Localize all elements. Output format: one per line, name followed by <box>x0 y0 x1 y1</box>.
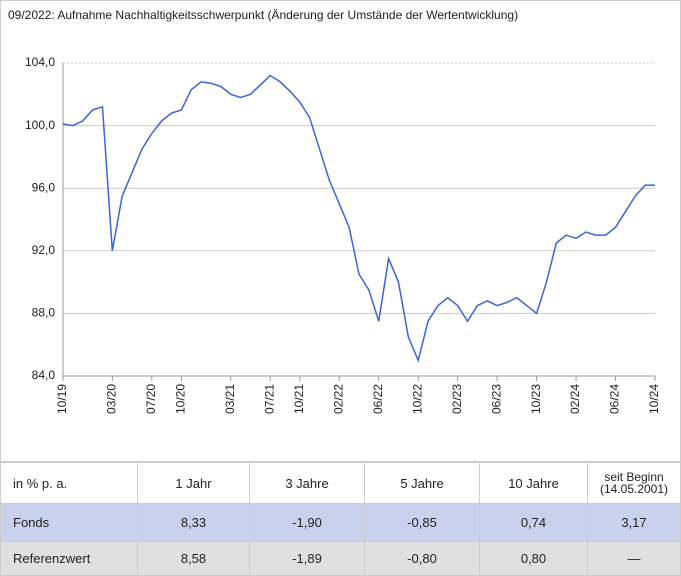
row: Fonds 8,33 -1,90 -0,85 0,74 3,17 <box>0 503 681 542</box>
cell: -0,85 <box>364 503 480 542</box>
x-tick-label: 06/23 <box>489 384 503 414</box>
chart: 09/2022: Aufnahme Nachhaltigkeitsschwerp… <box>0 0 681 462</box>
header-row: in % p. a. 1 Jahr 3 Jahre 5 Jahre 10 Jah… <box>0 462 681 504</box>
header-cell: seit Beginn (14.05.2001) <box>587 462 681 504</box>
x-tick-label: 02/23 <box>450 384 464 414</box>
header-cell: in % p. a. <box>0 462 138 504</box>
x-tick-label: 02/24 <box>568 384 582 414</box>
x-tick-label: 10/19 <box>55 384 69 414</box>
row: Referenzwert 8,58 -1,89 -0,80 0,80 — <box>0 541 681 576</box>
performance-table: in % p. a. 1 Jahr 3 Jahre 5 Jahre 10 Jah… <box>0 462 681 576</box>
header-cell: 3 Jahre <box>249 462 365 504</box>
x-tick-label: 10/23 <box>529 384 543 414</box>
x-tick-label: 07/20 <box>144 384 158 414</box>
cell: 0,74 <box>479 503 588 542</box>
line <box>62 74 655 363</box>
cell: -0,80 <box>364 541 480 576</box>
cell: Referenzwert <box>0 541 138 576</box>
x-tick-label: 03/20 <box>105 384 119 414</box>
cell: 0,80 <box>479 541 588 576</box>
x-tick-label: 10/21 <box>292 384 306 414</box>
x-tick-label: 10/24 <box>647 384 661 414</box>
y-tick-label: 104,0 <box>25 55 55 69</box>
x-tick-label: 10/22 <box>410 384 424 414</box>
x-tick-label: 10/20 <box>174 384 188 414</box>
chart-title: 09/2022: Aufnahme Nachhaltigkeitsschwerp… <box>8 8 518 22</box>
cell: 8,58 <box>137 541 250 576</box>
cell: — <box>587 541 681 576</box>
y-tick-label: 100,0 <box>25 118 55 132</box>
cell: -1,90 <box>249 503 365 542</box>
y-tick-label: 92,0 <box>32 243 56 257</box>
cell: 3,17 <box>587 503 681 542</box>
cell: -1,89 <box>249 541 365 576</box>
y-tick-label: 88,0 <box>32 306 56 320</box>
y-tick-label: 84,0 <box>32 368 56 382</box>
cell: Fonds <box>0 503 138 542</box>
x-tick-label: 06/24 <box>608 384 622 414</box>
x-tick-label: 06/22 <box>371 384 385 414</box>
header-cell: 1 Jahr <box>137 462 250 504</box>
x-tick-label: 02/22 <box>331 384 345 414</box>
y-tick-label: 96,0 <box>32 180 56 194</box>
header-cell: 10 Jahre <box>479 462 588 504</box>
header-cell: 5 Jahre <box>364 462 480 504</box>
x-tick-label: 07/21 <box>262 384 276 414</box>
x-tick-label: 03/21 <box>223 384 237 414</box>
cell: 8,33 <box>137 503 250 542</box>
